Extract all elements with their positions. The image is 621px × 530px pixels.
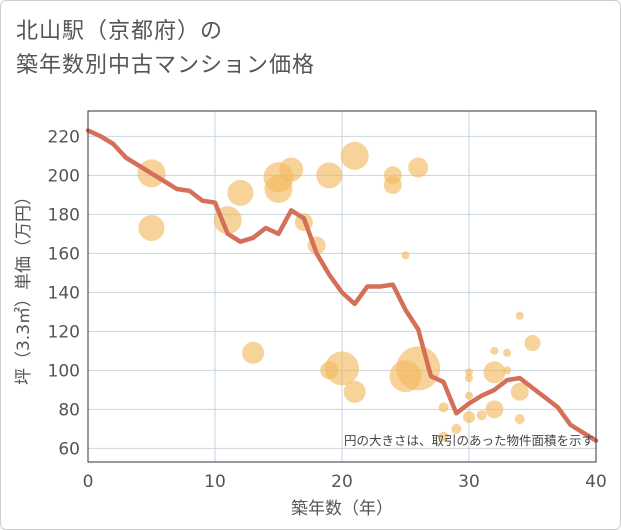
bubble-point [264, 175, 293, 203]
x-tick-labels: 0 10 20 30 40 [83, 472, 607, 492]
bubble-point [463, 411, 475, 424]
title-line-1: 北山駅（京都府）の [16, 19, 224, 44]
chart-title: 北山駅（京都府）の 築年数別中古マンション価格 [16, 15, 315, 83]
bubble-point [524, 335, 541, 352]
bubble-point [242, 341, 265, 364]
y-tick-label: 180 [48, 205, 80, 225]
bubble-point [340, 141, 369, 170]
bubble-point [343, 380, 366, 403]
bubble-point [483, 361, 506, 384]
x-axis-label: 築年数（年） [291, 499, 393, 519]
y-tick-label: 80 [58, 400, 80, 420]
y-tick-label: 220 [48, 127, 80, 147]
bubble-point [451, 423, 462, 434]
bubble-point [465, 368, 473, 377]
bubble-point [438, 402, 449, 413]
grid-lines [87, 111, 597, 462]
y-tick-label: 60 [58, 439, 80, 459]
trend-line [85, 128, 599, 443]
bubble-point [476, 410, 487, 421]
bubble-point [485, 400, 504, 419]
bubble-point [396, 346, 441, 391]
bubble-point [514, 414, 525, 425]
x-tick-label: 0 [83, 472, 94, 492]
y-tick-label: 120 [48, 322, 80, 342]
plot-frame [87, 110, 597, 463]
y-tick-label: 100 [48, 361, 80, 381]
bubble-point [503, 348, 512, 357]
y-tick-label: 200 [48, 166, 80, 186]
y-tick-label: 160 [48, 244, 80, 264]
bubble-point [383, 176, 402, 195]
x-tick-label: 10 [204, 472, 226, 492]
x-tick-label: 30 [458, 472, 480, 492]
bubble-point [138, 215, 165, 241]
bubble-point [401, 251, 410, 260]
bubble-point [438, 431, 449, 442]
bubble-point [510, 382, 529, 401]
bubble-point [408, 157, 429, 178]
bubble-point [227, 179, 254, 206]
x-tick-label: 20 [331, 472, 353, 492]
bubble-point [465, 374, 473, 383]
bubble-point [490, 346, 499, 355]
x-tick-label: 40 [585, 472, 607, 492]
bubble-point [316, 162, 343, 189]
title-line-2: 築年数別中古マンション価格 [16, 53, 316, 78]
y-axis-label: 坪（3.3㎡）単価（万円） [14, 188, 34, 385]
bubble-point [279, 157, 304, 182]
bubble-point [503, 366, 512, 375]
y-tick-label: 140 [48, 283, 80, 303]
bubble-point [515, 311, 524, 320]
bubble-point [325, 351, 359, 386]
size-note: 円の大きさは、取引のあった物件面積を示す [344, 433, 594, 448]
y-tick-labels: 60 80 100 120 140 160 180 200 220 [48, 127, 80, 459]
bubble-point [465, 391, 473, 400]
